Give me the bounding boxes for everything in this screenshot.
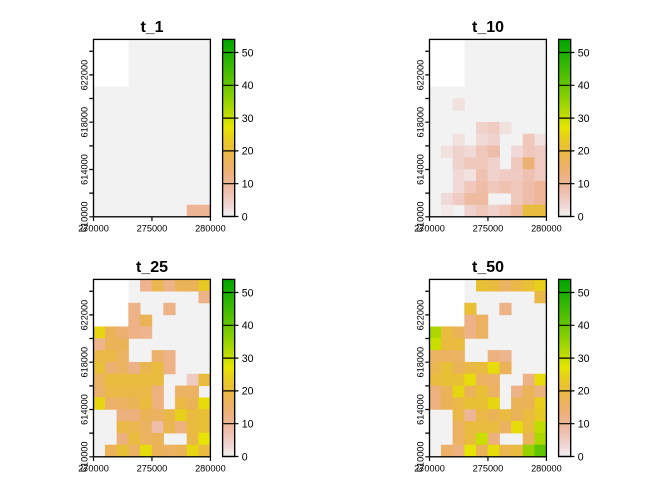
svg-text:10: 10 (578, 179, 590, 191)
svg-text:280000: 280000 (195, 464, 226, 474)
svg-text:40: 40 (578, 80, 590, 92)
svg-text:20: 20 (578, 386, 590, 398)
svg-text:614000: 614000 (416, 154, 426, 185)
svg-text:0: 0 (242, 451, 248, 463)
svg-text:30: 30 (242, 353, 254, 365)
svg-text:618000: 618000 (416, 347, 426, 378)
svg-text:610000: 610000 (80, 201, 90, 232)
svg-text:0: 0 (578, 451, 584, 463)
svg-text:275000: 275000 (137, 224, 168, 234)
svg-text:270000: 270000 (78, 464, 109, 474)
svg-text:275000: 275000 (473, 224, 504, 234)
svg-text:280000: 280000 (195, 224, 226, 234)
svg-text:622000: 622000 (416, 60, 426, 91)
svg-text:t_50: t_50 (472, 259, 504, 276)
svg-text:270000: 270000 (414, 464, 445, 474)
svg-text:10: 10 (242, 419, 254, 431)
svg-text:610000: 610000 (80, 441, 90, 472)
svg-text:30: 30 (578, 113, 590, 125)
svg-text:40: 40 (578, 320, 590, 332)
svg-text:0: 0 (242, 211, 248, 223)
svg-text:t_1: t_1 (140, 19, 163, 36)
svg-text:t_25: t_25 (136, 259, 168, 276)
svg-text:40: 40 (242, 320, 254, 332)
svg-text:270000: 270000 (414, 224, 445, 234)
svg-text:610000: 610000 (416, 441, 426, 472)
svg-text:622000: 622000 (80, 60, 90, 91)
svg-text:30: 30 (242, 113, 254, 125)
svg-text:614000: 614000 (416, 394, 426, 425)
svg-text:50: 50 (578, 47, 590, 59)
svg-text:0: 0 (578, 211, 584, 223)
svg-text:618000: 618000 (80, 107, 90, 138)
svg-text:20: 20 (578, 146, 590, 158)
svg-text:280000: 280000 (531, 224, 562, 234)
svg-text:50: 50 (578, 287, 590, 299)
svg-text:618000: 618000 (416, 107, 426, 138)
svg-text:275000: 275000 (137, 464, 168, 474)
svg-text:618000: 618000 (80, 347, 90, 378)
svg-text:20: 20 (242, 386, 254, 398)
svg-text:614000: 614000 (80, 154, 90, 185)
svg-text:622000: 622000 (80, 300, 90, 331)
svg-text:622000: 622000 (416, 300, 426, 331)
svg-text:610000: 610000 (416, 201, 426, 232)
svg-text:t_10: t_10 (472, 19, 504, 36)
svg-text:280000: 280000 (531, 464, 562, 474)
svg-text:275000: 275000 (473, 464, 504, 474)
svg-text:50: 50 (242, 47, 254, 59)
svg-text:614000: 614000 (80, 394, 90, 425)
svg-text:270000: 270000 (78, 224, 109, 234)
svg-text:30: 30 (578, 353, 590, 365)
svg-text:40: 40 (242, 80, 254, 92)
svg-text:10: 10 (242, 179, 254, 191)
svg-text:10: 10 (578, 419, 590, 431)
svg-text:20: 20 (242, 146, 254, 158)
svg-text:50: 50 (242, 287, 254, 299)
